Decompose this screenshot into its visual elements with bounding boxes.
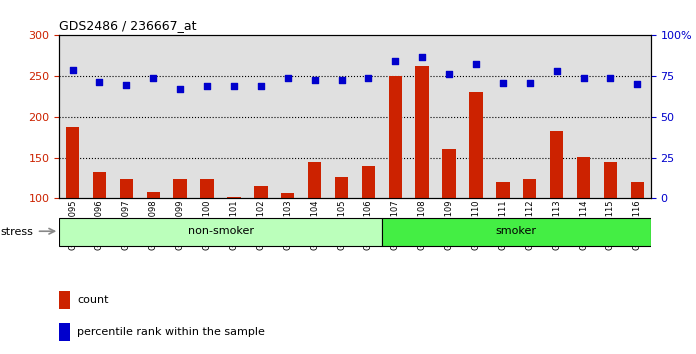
Point — [417, 54, 428, 59]
Text: smoker: smoker — [496, 226, 537, 236]
Bar — [301, 35, 328, 198]
Point — [336, 77, 347, 83]
Bar — [173, 179, 187, 198]
Text: count: count — [77, 295, 109, 306]
Bar — [436, 35, 463, 198]
Bar — [577, 157, 590, 198]
Bar — [362, 166, 375, 198]
Bar — [443, 149, 456, 198]
Text: GDS2486 / 236667_at: GDS2486 / 236667_at — [59, 19, 197, 32]
Bar — [200, 179, 214, 198]
Bar — [469, 92, 483, 198]
Point — [363, 75, 374, 81]
Bar — [409, 35, 436, 198]
Bar — [59, 35, 86, 198]
Text: stress: stress — [0, 227, 33, 237]
Bar — [382, 35, 409, 198]
Point — [228, 83, 239, 89]
Bar — [523, 179, 537, 198]
Bar — [355, 35, 382, 198]
Point — [255, 83, 267, 89]
Bar — [388, 76, 402, 198]
Point — [309, 77, 320, 83]
Point — [121, 82, 132, 88]
Point — [443, 71, 454, 76]
Bar — [335, 177, 348, 198]
Point — [282, 75, 293, 81]
Bar — [570, 35, 597, 198]
Bar — [550, 131, 563, 198]
Point — [202, 83, 213, 89]
Point — [94, 79, 105, 85]
Bar — [66, 127, 79, 198]
Bar — [113, 35, 140, 198]
Bar — [93, 172, 106, 198]
Bar — [59, 323, 70, 341]
Bar — [147, 192, 160, 198]
Bar — [247, 35, 274, 198]
Bar — [489, 35, 516, 198]
Bar — [496, 182, 509, 198]
Bar — [416, 65, 429, 198]
Bar — [597, 35, 624, 198]
Point — [498, 80, 509, 85]
Bar — [140, 35, 167, 198]
Point — [524, 80, 535, 85]
Point — [632, 81, 643, 87]
Bar — [603, 161, 617, 198]
Point — [470, 61, 482, 67]
Point — [578, 75, 589, 81]
Point — [390, 59, 401, 64]
Bar — [274, 35, 301, 198]
Bar — [624, 35, 651, 198]
Point — [551, 68, 562, 74]
Text: percentile rank within the sample: percentile rank within the sample — [77, 327, 264, 337]
Point — [148, 75, 159, 81]
Text: non-smoker: non-smoker — [187, 226, 253, 236]
Bar — [543, 35, 570, 198]
Bar — [193, 35, 221, 198]
Point — [67, 67, 78, 73]
Bar — [631, 182, 644, 198]
Bar — [328, 35, 355, 198]
Bar — [382, 217, 651, 246]
Bar — [516, 35, 543, 198]
Bar — [59, 291, 70, 309]
Bar — [308, 161, 322, 198]
Bar — [59, 217, 382, 246]
Point — [605, 75, 616, 81]
Bar — [254, 186, 267, 198]
Point — [175, 86, 186, 92]
Bar — [463, 35, 489, 198]
Bar — [86, 35, 113, 198]
Bar — [120, 179, 133, 198]
Bar — [221, 35, 247, 198]
Bar — [281, 193, 294, 198]
Bar — [167, 35, 193, 198]
